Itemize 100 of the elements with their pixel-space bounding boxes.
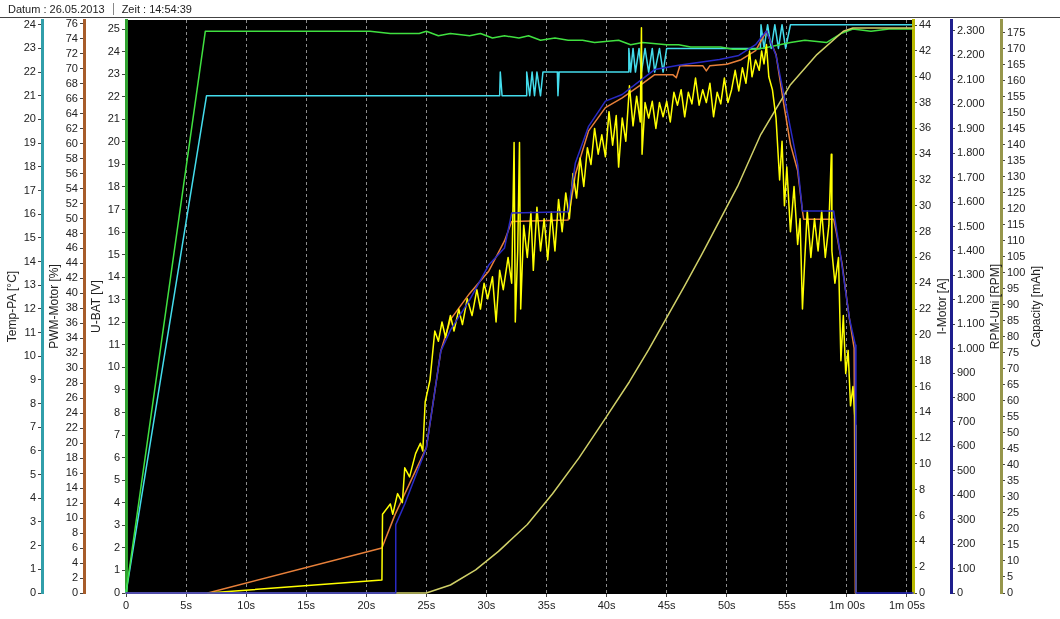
y2-tick-label: 72	[65, 46, 78, 59]
y3-tick-label: 100	[1007, 265, 1026, 278]
y-tick-label: 22	[919, 302, 932, 315]
y3-tick-label: 40	[1007, 457, 1020, 470]
y3-tick-label: 21	[107, 112, 120, 125]
y2-tick-label: 38	[65, 301, 78, 314]
y-tick-label: 28	[919, 224, 932, 237]
y-tick-label: 23	[23, 41, 36, 54]
y-tick-label: 21	[23, 88, 36, 101]
x-tick-label: 1m 00s	[828, 598, 866, 611]
y-tick-label: 40	[919, 69, 932, 82]
y-tick-label: 32	[919, 173, 932, 186]
y2-tick-label: 2.000	[957, 97, 985, 110]
y2-tick-label: 1.900	[957, 121, 985, 134]
y2-tick-label: 70	[65, 61, 78, 74]
y3-tick-label: 6	[113, 450, 120, 463]
y2-tick-label: 48	[65, 226, 78, 239]
y2-tick-label: 26	[65, 391, 78, 404]
y3-tick-label: 23	[107, 67, 120, 80]
y-tick-label: 12	[919, 431, 932, 444]
y2-tick-label: 28	[65, 376, 78, 389]
y-tick-label: 42	[919, 44, 932, 56]
y3-tick-label: 150	[1007, 105, 1026, 118]
x-tick-label: 45s	[657, 598, 677, 611]
y3-tick-label: 140	[1007, 137, 1026, 150]
y3-tick-label: 120	[1007, 201, 1026, 214]
y-tick-label: 24	[919, 276, 932, 289]
y2-tick-label: 20	[65, 436, 78, 449]
y3-tick-label: 16	[107, 225, 120, 238]
y-tick-label: 2	[29, 538, 36, 551]
y-tick-label: 2	[919, 560, 926, 573]
y3-tick-label: 60	[1007, 393, 1020, 406]
y2-tick-label: 2.100	[957, 72, 985, 85]
y3-tick-label: 75	[1007, 345, 1020, 358]
x-tick-label: 5s	[180, 598, 193, 611]
y3-tick-label: 18	[107, 179, 120, 192]
y3-tick-label: 125	[1007, 185, 1026, 198]
y3-tick-label: 19	[107, 157, 120, 170]
y-tick-label: 11	[24, 325, 36, 338]
y2-tick-label: 6	[71, 541, 78, 554]
y3-tick-label: 20	[107, 134, 120, 147]
y3-tick-label: 17	[107, 202, 120, 215]
y-tick-label: 1	[29, 562, 36, 575]
y-tick-label: 3	[29, 515, 36, 527]
y2-tick-label: 100	[957, 561, 976, 574]
y2-tick-label: 42	[65, 271, 78, 284]
y2-tick-label: 10	[65, 511, 78, 524]
y-tick-label: 30	[919, 198, 932, 211]
y-tick-label: 16	[919, 379, 932, 392]
y2-tick-label: 68	[65, 76, 78, 89]
y3-tick-label: 70	[1007, 361, 1020, 374]
y-tick-label: 14	[919, 405, 932, 418]
y-tick-label: 6	[919, 508, 926, 521]
y2-tick-label: 400	[957, 488, 976, 501]
y2-tick-label: 2.200	[957, 48, 985, 61]
y2-tick-label: 58	[65, 151, 78, 164]
y3-tick-label: 85	[1007, 313, 1020, 326]
y3-tick-label: 9	[113, 383, 120, 395]
y2-tick-label: 1.600	[957, 195, 985, 208]
y-tick-label: 20	[919, 327, 932, 340]
y2-axis-title: RPM-Uni [RPM]	[987, 263, 1002, 350]
y2-tick-label: 0	[957, 586, 964, 599]
y3-tick-label: 45	[1007, 441, 1020, 454]
y2-tick-label: 2	[71, 571, 78, 584]
y3-tick-label: 4	[113, 495, 120, 508]
y3-tick-label: 1	[113, 563, 120, 576]
y2-tick-label: 54	[65, 181, 78, 194]
y3-tick-label: 0	[113, 586, 120, 599]
x-tick-label: 0	[122, 598, 130, 611]
x-tick-label: 10s	[237, 598, 256, 611]
y2-tick-label: 32	[65, 346, 78, 359]
y2-tick-label: 30	[65, 361, 78, 374]
y3-tick-label: 50	[1007, 425, 1020, 438]
y3-tick-label: 15	[1007, 538, 1020, 551]
y-tick-label: 10	[23, 349, 36, 362]
y2-tick-label: 64	[65, 106, 78, 119]
y3-tick-label: 170	[1007, 41, 1026, 54]
y-tick-label: 18	[23, 159, 36, 172]
y3-tick-label: 22	[107, 89, 120, 102]
y3-tick-label: 165	[1007, 57, 1026, 70]
y2-tick-label: 56	[65, 166, 78, 179]
y3-tick-label: 110	[1007, 233, 1025, 246]
x-tick-label: 1m 05s	[888, 598, 926, 611]
y-tick-label: 8	[29, 396, 36, 409]
y2-tick-label: 66	[65, 91, 78, 104]
y3-tick-label: 10	[1007, 554, 1020, 567]
y3-tick-label: 5	[1007, 570, 1014, 583]
y3-tick-label: 10	[107, 360, 120, 373]
y3-tick-label: 65	[1007, 377, 1020, 390]
y2-tick-label: 900	[957, 366, 976, 379]
y2-tick-label: 1.500	[957, 219, 985, 232]
y3-tick-label: 80	[1007, 329, 1020, 342]
y-tick-label: 36	[919, 121, 932, 134]
y-tick-label: 12	[23, 301, 36, 314]
y2-tick-label: 22	[65, 421, 78, 434]
y2-tick-label: 600	[957, 439, 976, 452]
y2-tick-label: 36	[65, 316, 78, 329]
y3-tick-label: 3	[113, 518, 120, 531]
y3-tick-label: 90	[1007, 297, 1020, 310]
x-tick-label: 25s	[417, 598, 436, 611]
